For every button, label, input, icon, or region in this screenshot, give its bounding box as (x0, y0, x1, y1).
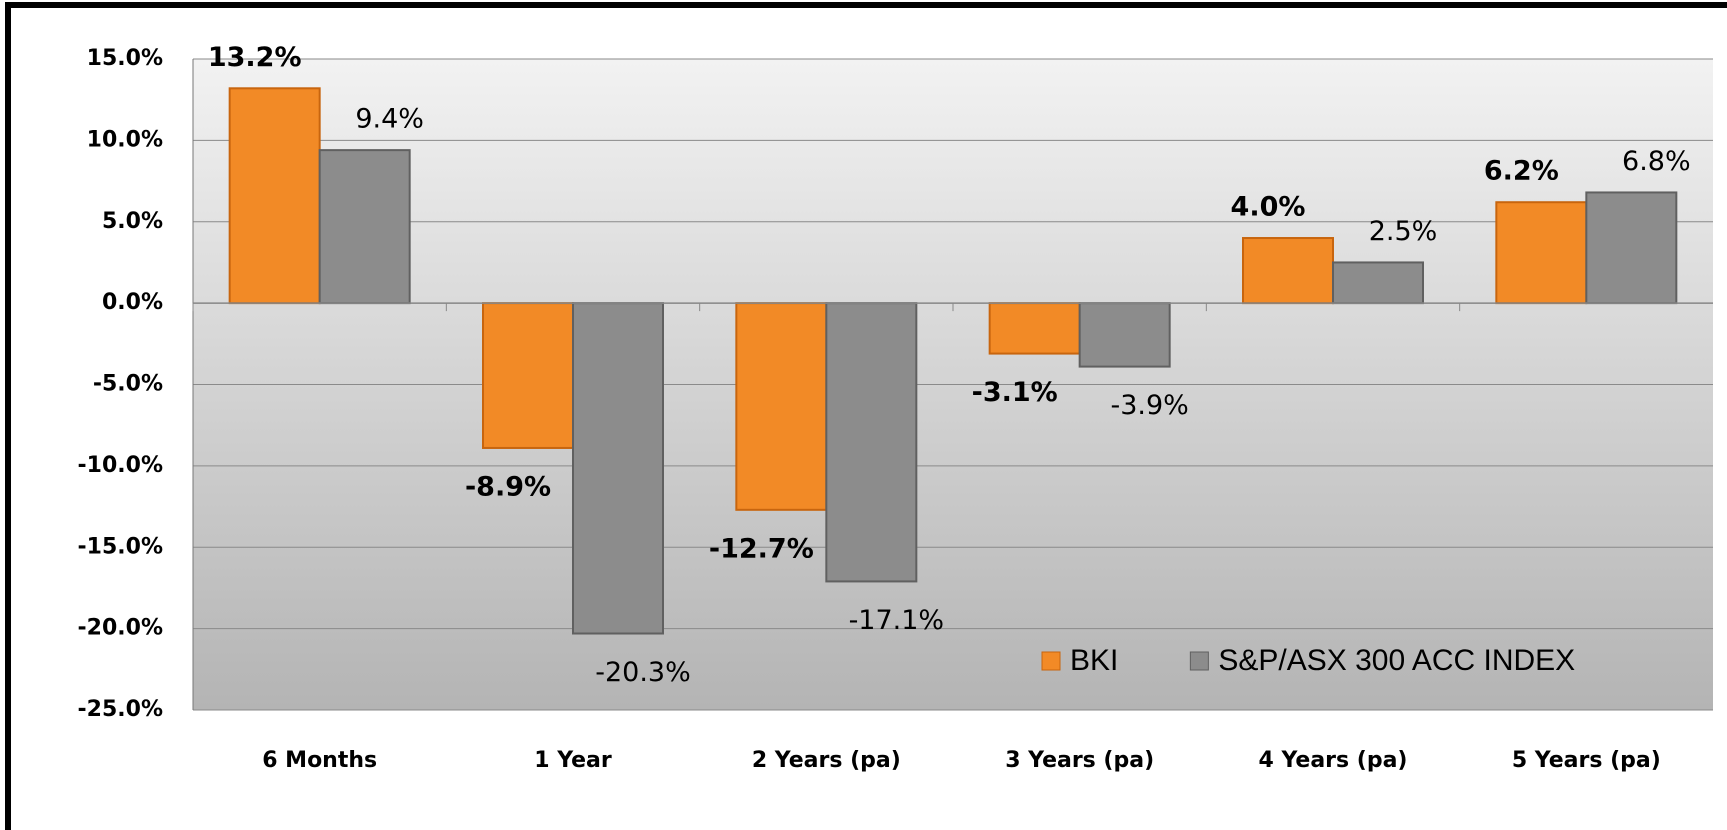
bar (1585, 191, 1678, 305)
x-tick-label: 3 Years (pa) (1005, 748, 1154, 773)
x-tick-label: 5 Years (pa) (1512, 748, 1661, 773)
y-tick-label: -10.0% (78, 453, 163, 478)
value-label: 13.2% (208, 42, 302, 73)
x-tick-label: 1 Year (534, 748, 612, 773)
legend-swatch (1189, 651, 1209, 671)
bar (735, 302, 828, 511)
legend-swatch (1041, 651, 1061, 671)
value-label: 6.2% (1484, 156, 1559, 187)
y-tick-label: -15.0% (78, 534, 163, 559)
x-tick-label: 2 Years (pa) (752, 748, 901, 773)
y-tick-label: -25.0% (78, 697, 163, 722)
value-label: 6.8% (1622, 146, 1691, 177)
value-label: -17.1% (849, 605, 945, 636)
bar (825, 302, 918, 583)
value-label: 4.0% (1231, 192, 1306, 223)
y-tick-label: 10.0% (87, 127, 163, 152)
bar (228, 87, 321, 305)
bar (318, 149, 411, 305)
x-tick-label: 6 Months (262, 748, 377, 773)
bar (1332, 261, 1424, 305)
bar (1242, 237, 1334, 305)
value-label: -3.1% (972, 377, 1058, 408)
frame (5, 2, 1727, 830)
bar (988, 302, 1081, 355)
value-label: 9.4% (355, 104, 424, 135)
bar (1495, 201, 1588, 305)
y-tick-label: 15.0% (87, 46, 163, 71)
value-label: -12.7% (709, 533, 814, 564)
y-tick-label: 5.0% (102, 209, 163, 234)
x-tick-label: 4 Years (pa) (1259, 748, 1408, 773)
value-label: -20.3% (595, 657, 691, 688)
value-label: -3.9% (1110, 390, 1188, 421)
value-label: 2.5% (1369, 216, 1438, 247)
bar (572, 302, 664, 635)
legend-label: BKI (1070, 644, 1118, 677)
y-tick-label: -20.0% (78, 616, 163, 641)
value-label: -8.9% (465, 471, 551, 502)
legend-label: S&P/ASX 300 ACC INDEX (1218, 644, 1575, 677)
bar (482, 302, 574, 449)
y-tick-label: -5.0% (93, 372, 163, 397)
bar (1078, 302, 1171, 368)
y-tick-label: 0.0% (102, 290, 163, 315)
